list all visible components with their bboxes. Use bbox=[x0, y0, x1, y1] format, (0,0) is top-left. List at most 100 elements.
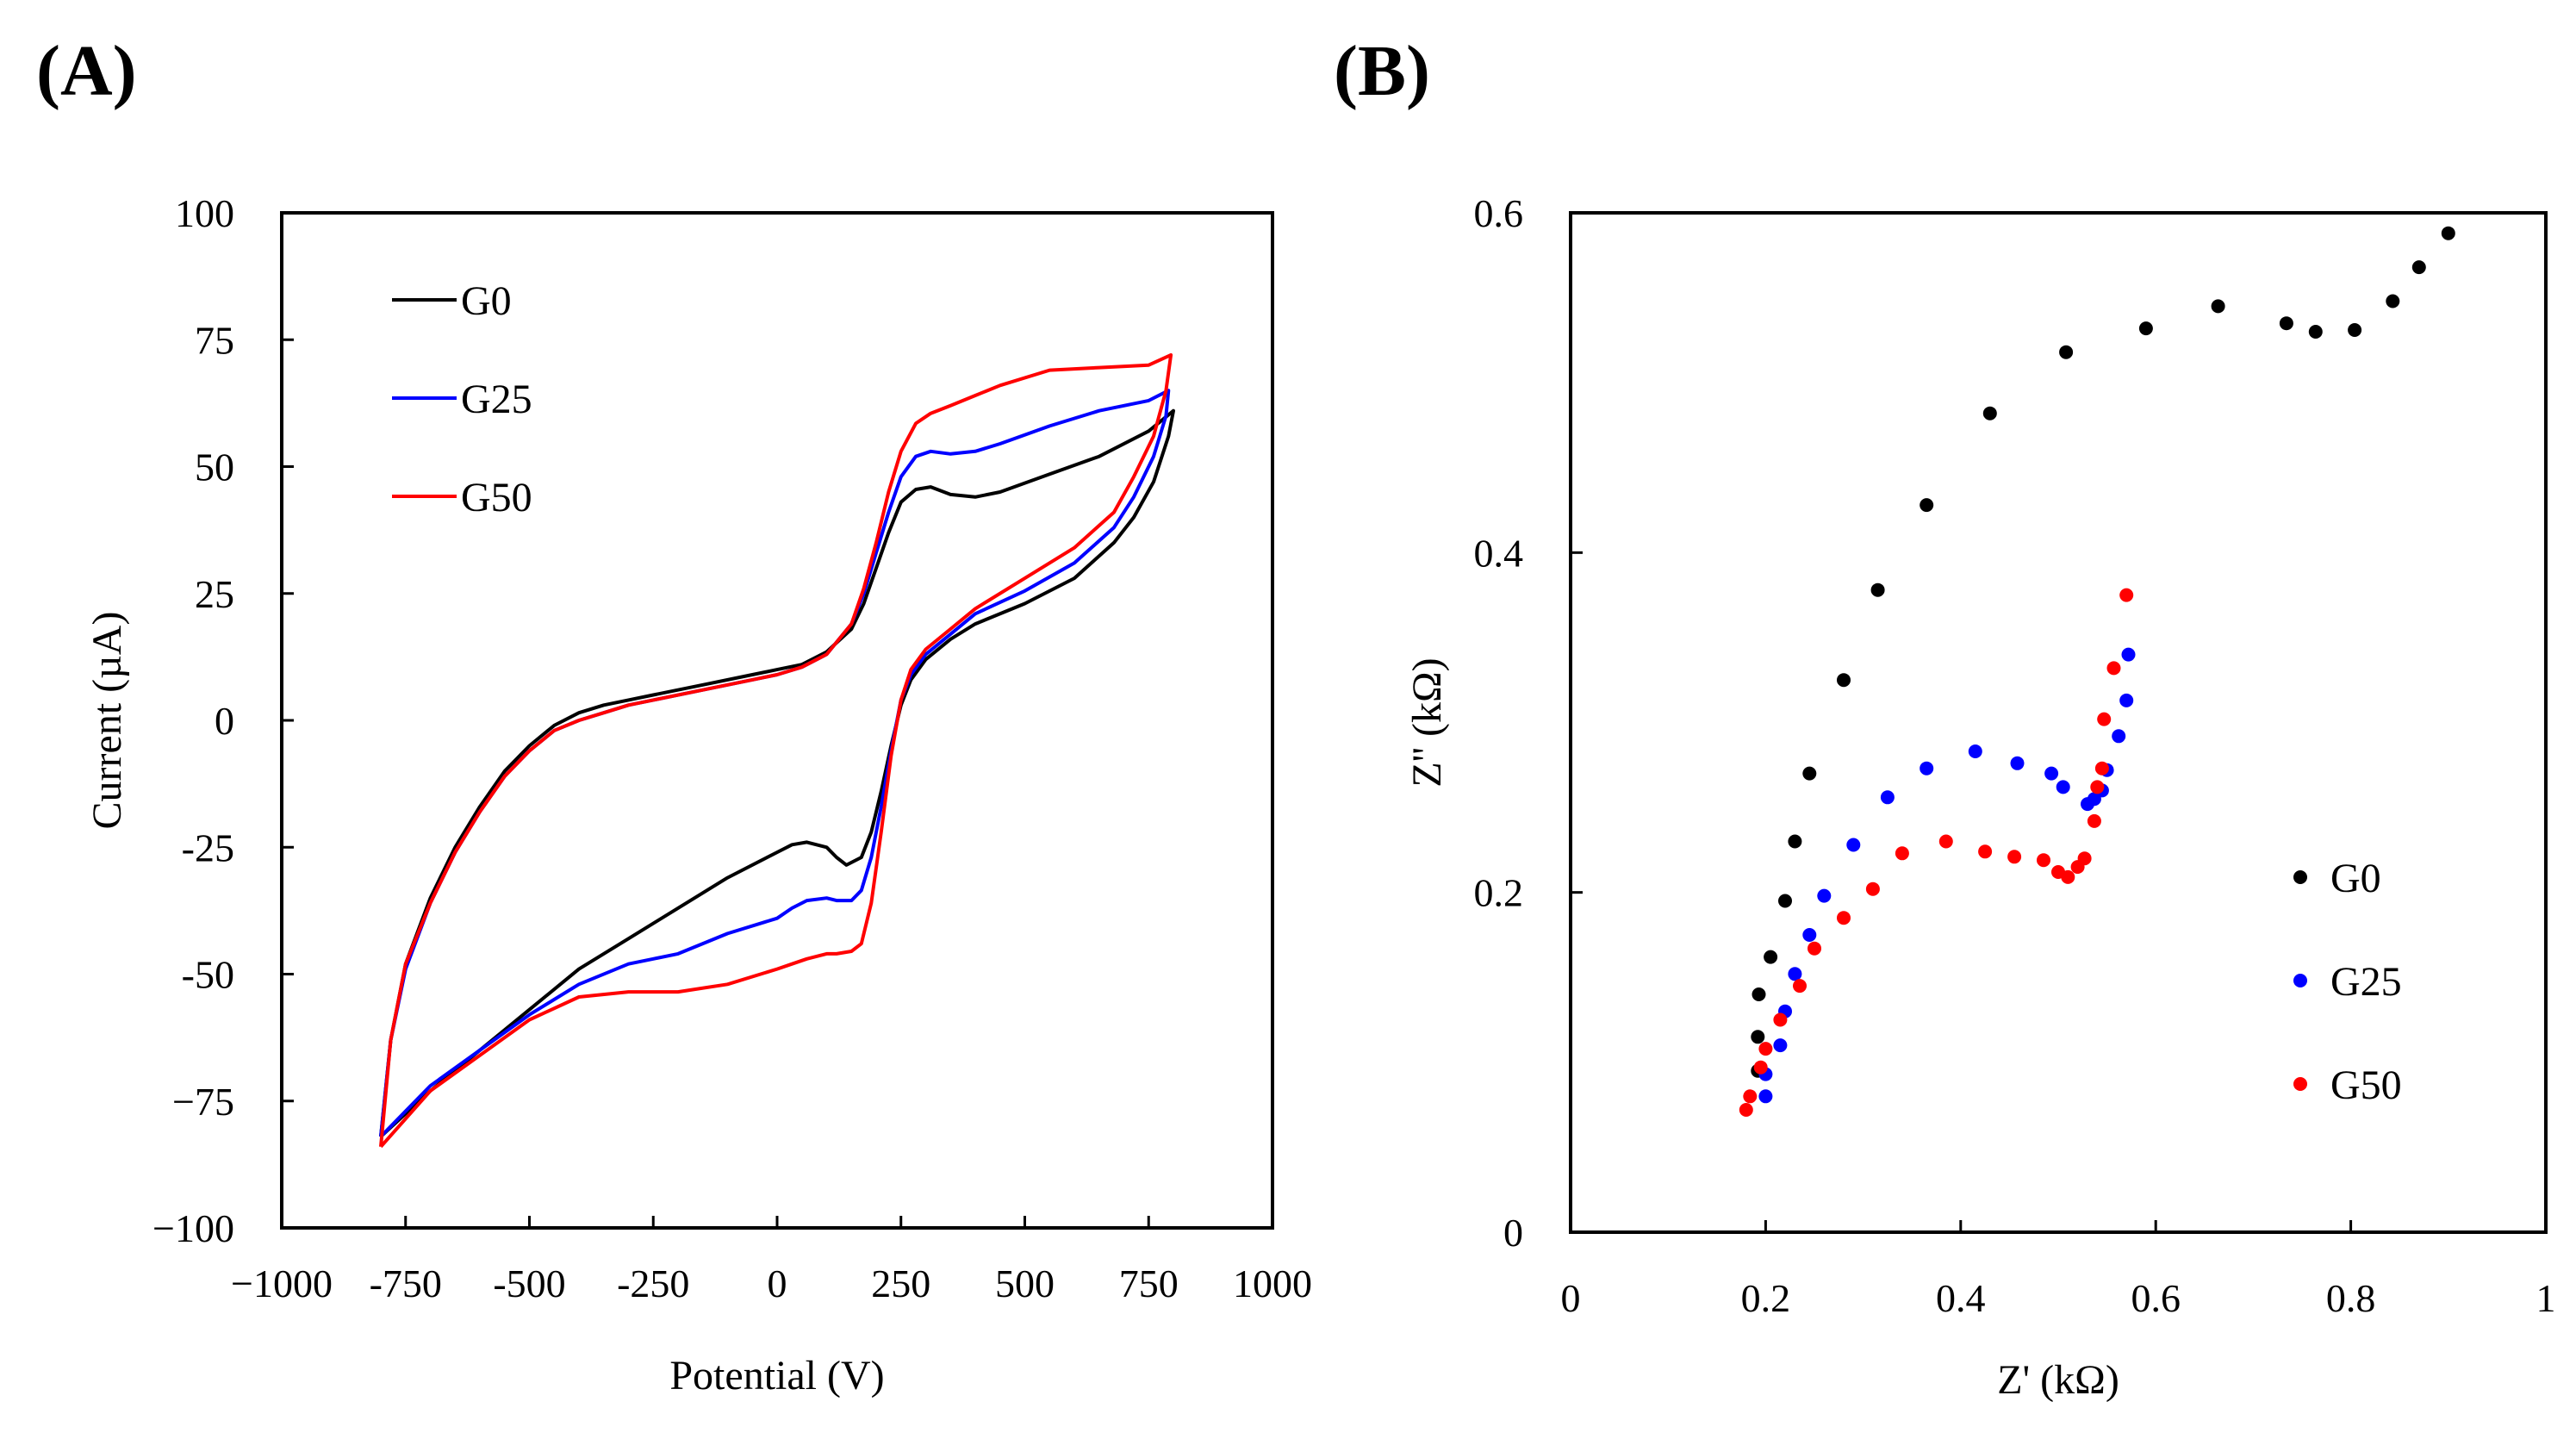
data-point-g0 bbox=[2059, 345, 2074, 359]
series-g0 bbox=[1751, 226, 2455, 1078]
data-point-g25 bbox=[1773, 1038, 1788, 1053]
y-tick-label: 0.6 bbox=[1474, 191, 1524, 235]
data-point-g50 bbox=[1753, 1060, 1768, 1075]
data-point-g0 bbox=[2386, 294, 2400, 308]
data-point-g50 bbox=[2077, 851, 2092, 866]
data-point-g25 bbox=[1880, 790, 1895, 805]
legend-b: G0 G25 G50 bbox=[2293, 856, 2402, 1108]
data-point-g25 bbox=[1968, 744, 1982, 758]
legend-a: G0 G25 G50 bbox=[392, 278, 532, 520]
data-point-g0 bbox=[1837, 673, 1851, 688]
data-point-g0 bbox=[2279, 316, 2293, 331]
y-tick-label: 0 bbox=[1503, 1211, 1523, 1255]
data-point-g0 bbox=[1982, 406, 1997, 420]
x-tick-label: 0 bbox=[768, 1261, 787, 1305]
data-point-g25 bbox=[2056, 780, 2070, 794]
x-tick-label: 0.8 bbox=[2326, 1276, 2376, 1320]
series-line-g0 bbox=[379, 408, 1175, 1138]
data-point-g25 bbox=[2121, 647, 2136, 662]
legend-marker bbox=[2293, 870, 2307, 884]
x-tick-label: 0.4 bbox=[1936, 1276, 1986, 1320]
x-tick-label: 750 bbox=[1119, 1261, 1179, 1305]
legend-marker bbox=[2293, 1077, 2307, 1091]
data-point-g25 bbox=[1920, 761, 1934, 776]
legend-label: G25 bbox=[461, 377, 532, 422]
data-point-g0 bbox=[2211, 299, 2225, 314]
data-point-g50 bbox=[1739, 1103, 1753, 1117]
cv-chart: −1000 -750 -500 -250 0 250 500 750 1000−100−75-5… bbox=[84, 191, 1312, 1399]
data-point-g50 bbox=[2119, 588, 2134, 602]
y-tick-label: 0.4 bbox=[1474, 531, 1524, 575]
legend-entry-g25: G25 bbox=[2293, 959, 2402, 1005]
data-point-g25 bbox=[1817, 888, 1832, 903]
y-tick-label: 25 bbox=[195, 572, 234, 616]
panel-a-label: (A) bbox=[36, 31, 137, 111]
data-point-g50 bbox=[1743, 1089, 1758, 1104]
y-tick-label: −75 bbox=[172, 1080, 234, 1124]
series-line-g50 bbox=[379, 352, 1173, 1149]
data-point-g0 bbox=[1870, 582, 1885, 597]
y-tick-label: 0 bbox=[215, 699, 234, 743]
y-axis-title: Z'' (kΩ) bbox=[1404, 657, 1450, 787]
data-point-g50 bbox=[2106, 661, 2121, 676]
data-point-g50 bbox=[2007, 850, 2022, 864]
data-point-g0 bbox=[1802, 766, 1817, 781]
data-point-g0 bbox=[2308, 325, 2323, 339]
data-point-g50 bbox=[2094, 761, 2109, 776]
legend-label: G0 bbox=[461, 278, 512, 324]
x-tick-label: 0.2 bbox=[1741, 1276, 1791, 1320]
legend-entry-g50: G50 bbox=[2293, 1062, 2402, 1108]
data-point-g0 bbox=[2348, 323, 2362, 337]
x-tick-label: 250 bbox=[871, 1261, 930, 1305]
data-point-g0 bbox=[1920, 498, 1934, 513]
legend-label: G50 bbox=[2330, 1062, 2402, 1108]
y-tick-label: 75 bbox=[195, 318, 234, 362]
legend-label: G25 bbox=[2330, 959, 2402, 1005]
y-tick-label: 50 bbox=[195, 445, 234, 489]
y-axis-title: Current (µA) bbox=[84, 612, 130, 830]
x-tick-label: 1 bbox=[2536, 1276, 2556, 1320]
x-tick-label: 1000 bbox=[1233, 1261, 1312, 1305]
y-tick-label: 0.2 bbox=[1474, 871, 1524, 915]
data-point-g50 bbox=[1758, 1042, 1773, 1056]
data-point-g0 bbox=[1751, 1030, 1765, 1044]
data-point-g50 bbox=[1978, 844, 1993, 859]
data-point-g0 bbox=[1778, 894, 1792, 908]
data-point-g0 bbox=[2138, 321, 2153, 336]
panel-b-label: (B) bbox=[1334, 31, 1430, 111]
data-point-g25 bbox=[2112, 729, 2126, 744]
x-tick-label: -250 bbox=[617, 1261, 689, 1305]
data-point-g25 bbox=[1758, 1089, 1773, 1104]
x-tick-label: 500 bbox=[995, 1261, 1055, 1305]
x-tick-label: 0.6 bbox=[2131, 1276, 2181, 1320]
x-tick-label: -750 bbox=[370, 1261, 442, 1305]
y-tick-label: -25 bbox=[182, 825, 234, 869]
series-g25 bbox=[1758, 647, 2136, 1104]
data-point-g50 bbox=[1837, 911, 1851, 925]
data-point-g50 bbox=[1808, 941, 1821, 956]
data-point-g50 bbox=[2037, 853, 2050, 868]
y-tick-label: -50 bbox=[182, 953, 234, 997]
legend-entry-g0: G0 bbox=[2293, 856, 2381, 901]
data-point-g50 bbox=[1793, 979, 1807, 994]
data-point-g25 bbox=[2119, 693, 2134, 707]
legend-entry-g25: G25 bbox=[392, 377, 532, 422]
data-point-g50 bbox=[2087, 813, 2101, 828]
data-point-g25 bbox=[2044, 766, 2059, 781]
plot-frame-b bbox=[1569, 211, 2548, 1234]
data-point-g25 bbox=[1846, 838, 1861, 852]
x-axis-title: Z' (kΩ) bbox=[1997, 1357, 2119, 1403]
data-point-g25 bbox=[1802, 928, 1817, 942]
data-point-g50 bbox=[2090, 780, 2105, 794]
data-point-g0 bbox=[2441, 226, 2455, 240]
data-point-g50 bbox=[1773, 1012, 1788, 1027]
x-axis-title: Potential (V) bbox=[669, 1353, 884, 1399]
nyquist-chart: 0 0.2 0.4 0.6 0.8 1 0 0.2 0.4 0.6 Z' (kΩ) Z'' (kΩ) G… bbox=[1404, 191, 2556, 1403]
y-tick-label: −100 bbox=[152, 1206, 234, 1250]
legend-entry-g0: G0 bbox=[392, 278, 512, 324]
series-g50 bbox=[1739, 588, 2134, 1117]
legend-label: G0 bbox=[2330, 856, 2381, 901]
data-point-g50 bbox=[2097, 712, 2112, 726]
data-point-g25 bbox=[1788, 967, 1802, 981]
